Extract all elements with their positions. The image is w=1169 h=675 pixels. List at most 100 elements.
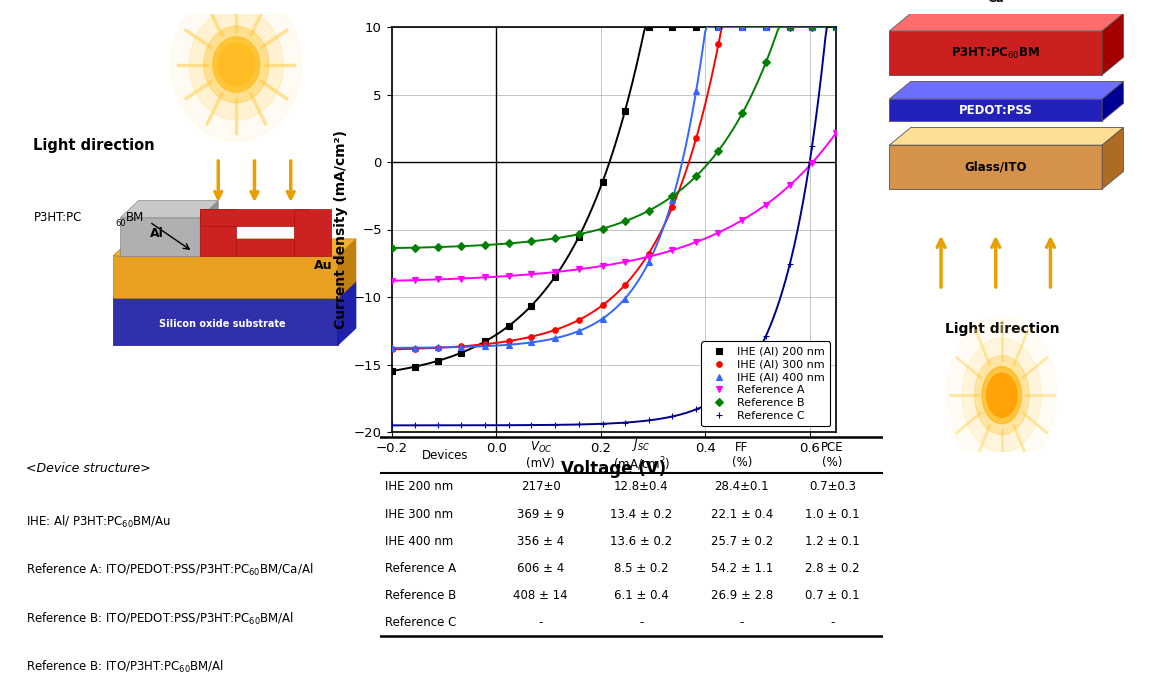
Polygon shape: [1102, 82, 1123, 121]
Reference C: [595, 420, 609, 428]
IHE (Al) 400 nm: [595, 315, 609, 323]
Reference A: [502, 272, 516, 280]
IHE (Al) 200 nm: [805, 23, 819, 31]
Y-axis label: Current density (mA/cm²): Current density (mA/cm²): [334, 130, 348, 329]
Polygon shape: [120, 200, 219, 217]
Text: 25.7 ± 0.2: 25.7 ± 0.2: [711, 535, 773, 548]
Text: Reference C: Reference C: [385, 616, 456, 629]
Reference C: [759, 331, 773, 340]
Line: IHE (Al) 300 nm: IHE (Al) 300 nm: [389, 24, 838, 352]
IHE (Al) 300 nm: [759, 23, 773, 31]
Reference C: [548, 421, 562, 429]
Reference B: [595, 225, 609, 233]
Line: Reference A: Reference A: [388, 130, 839, 284]
Text: IHE 200 nm: IHE 200 nm: [385, 481, 454, 493]
Reference C: [385, 421, 399, 429]
IHE (Al) 200 nm: [690, 23, 704, 31]
IHE (Al) 200 nm: [385, 367, 399, 375]
Line: Reference C: Reference C: [388, 24, 839, 429]
IHE (Al) 300 nm: [805, 23, 819, 31]
IHE (Al) 400 nm: [829, 23, 843, 31]
Text: 54.2 ± 1.1: 54.2 ± 1.1: [711, 562, 773, 575]
IHE (Al) 200 nm: [455, 349, 469, 357]
Text: 369 ± 9: 369 ± 9: [517, 508, 565, 520]
Polygon shape: [890, 14, 1123, 31]
Text: 26.9 ± 2.8: 26.9 ± 2.8: [711, 589, 773, 602]
Text: BM: BM: [126, 211, 144, 224]
IHE (Al) 300 nm: [478, 340, 492, 348]
Legend: IHE (Al) 200 nm, IHE (Al) 300 nm, IHE (Al) 400 nm, Reference A, Reference B, Ref: IHE (Al) 200 nm, IHE (Al) 300 nm, IHE (A…: [701, 342, 830, 427]
IHE (Al) 300 nm: [595, 301, 609, 309]
Reference C: [665, 412, 679, 421]
Circle shape: [947, 316, 1057, 474]
Reference B: [642, 207, 656, 215]
Text: 1.2 ± 0.1: 1.2 ± 0.1: [805, 535, 859, 548]
Reference C: [690, 405, 704, 413]
Text: Reference B: Reference B: [385, 589, 456, 602]
Reference A: [735, 216, 749, 224]
Reference A: [430, 275, 444, 284]
Text: P3HT:PC: P3HT:PC: [34, 211, 82, 224]
Text: Silicon oxide substrate: Silicon oxide substrate: [159, 319, 285, 329]
Polygon shape: [1102, 128, 1123, 189]
Text: 2.8 ± 0.2: 2.8 ± 0.2: [805, 562, 859, 575]
Polygon shape: [338, 281, 355, 345]
Reference A: [478, 273, 492, 281]
Text: Light direction: Light direction: [945, 323, 1059, 336]
IHE (Al) 300 nm: [455, 342, 469, 350]
IHE (Al) 400 nm: [524, 338, 538, 346]
Circle shape: [189, 9, 283, 120]
Text: <Device structure>: <Device structure>: [26, 462, 151, 475]
IHE (Al) 200 nm: [829, 23, 843, 31]
IHE (Al) 300 nm: [430, 344, 444, 352]
IHE (Al) 300 nm: [712, 40, 726, 48]
IHE (Al) 300 nm: [829, 23, 843, 31]
Reference C: [455, 421, 469, 429]
IHE (Al) 300 nm: [690, 134, 704, 142]
Reference A: [408, 276, 422, 284]
Reference B: [712, 146, 726, 155]
Text: -: -: [539, 616, 542, 629]
Reference A: [805, 159, 819, 167]
IHE (Al) 200 nm: [524, 302, 538, 310]
IHE (Al) 200 nm: [642, 23, 656, 31]
IHE (Al) 200 nm: [572, 233, 586, 241]
IHE (Al) 400 nm: [478, 342, 492, 350]
Reference A: [829, 129, 843, 137]
IHE (Al) 400 nm: [783, 23, 797, 31]
Text: FF
(%): FF (%): [732, 441, 752, 469]
Text: Light direction: Light direction: [34, 138, 155, 153]
IHE (Al) 300 nm: [572, 316, 586, 324]
Circle shape: [219, 43, 255, 86]
IHE (Al) 300 nm: [618, 281, 632, 289]
Polygon shape: [890, 31, 1102, 75]
Polygon shape: [890, 82, 1123, 99]
Text: Al: Al: [150, 227, 164, 240]
Reference C: [524, 421, 538, 429]
Text: -: -: [639, 616, 643, 629]
Polygon shape: [338, 239, 355, 298]
Reference B: [430, 243, 444, 251]
Text: 0.7 ± 0.1: 0.7 ± 0.1: [805, 589, 859, 602]
IHE (Al) 400 nm: [712, 23, 726, 31]
Text: IHE 400 nm: IHE 400 nm: [385, 535, 454, 548]
Line: IHE (Al) 200 nm: IHE (Al) 200 nm: [389, 24, 838, 374]
Circle shape: [213, 37, 260, 92]
Reference A: [385, 277, 399, 285]
Text: 0.7±0.3: 0.7±0.3: [809, 481, 856, 493]
Text: Reference A: ITO/PEDOT:PSS/P3HT:PC$_{60}$BM/Ca/Al: Reference A: ITO/PEDOT:PSS/P3HT:PC$_{60}…: [26, 562, 313, 578]
IHE (Al) 200 nm: [618, 107, 632, 115]
Polygon shape: [113, 256, 338, 298]
IHE (Al) 300 nm: [783, 23, 797, 31]
Reference A: [618, 258, 632, 266]
Reference B: [735, 109, 749, 117]
Text: Glass/ITO: Glass/ITO: [964, 161, 1028, 173]
Reference A: [712, 229, 726, 237]
Reference B: [524, 238, 538, 246]
Reference A: [642, 252, 656, 261]
Reference A: [572, 265, 586, 273]
Text: Devices: Devices: [422, 448, 469, 462]
Reference A: [455, 275, 469, 283]
Text: PEDOT:PSS: PEDOT:PSS: [959, 103, 1032, 117]
IHE (Al) 400 nm: [735, 23, 749, 31]
